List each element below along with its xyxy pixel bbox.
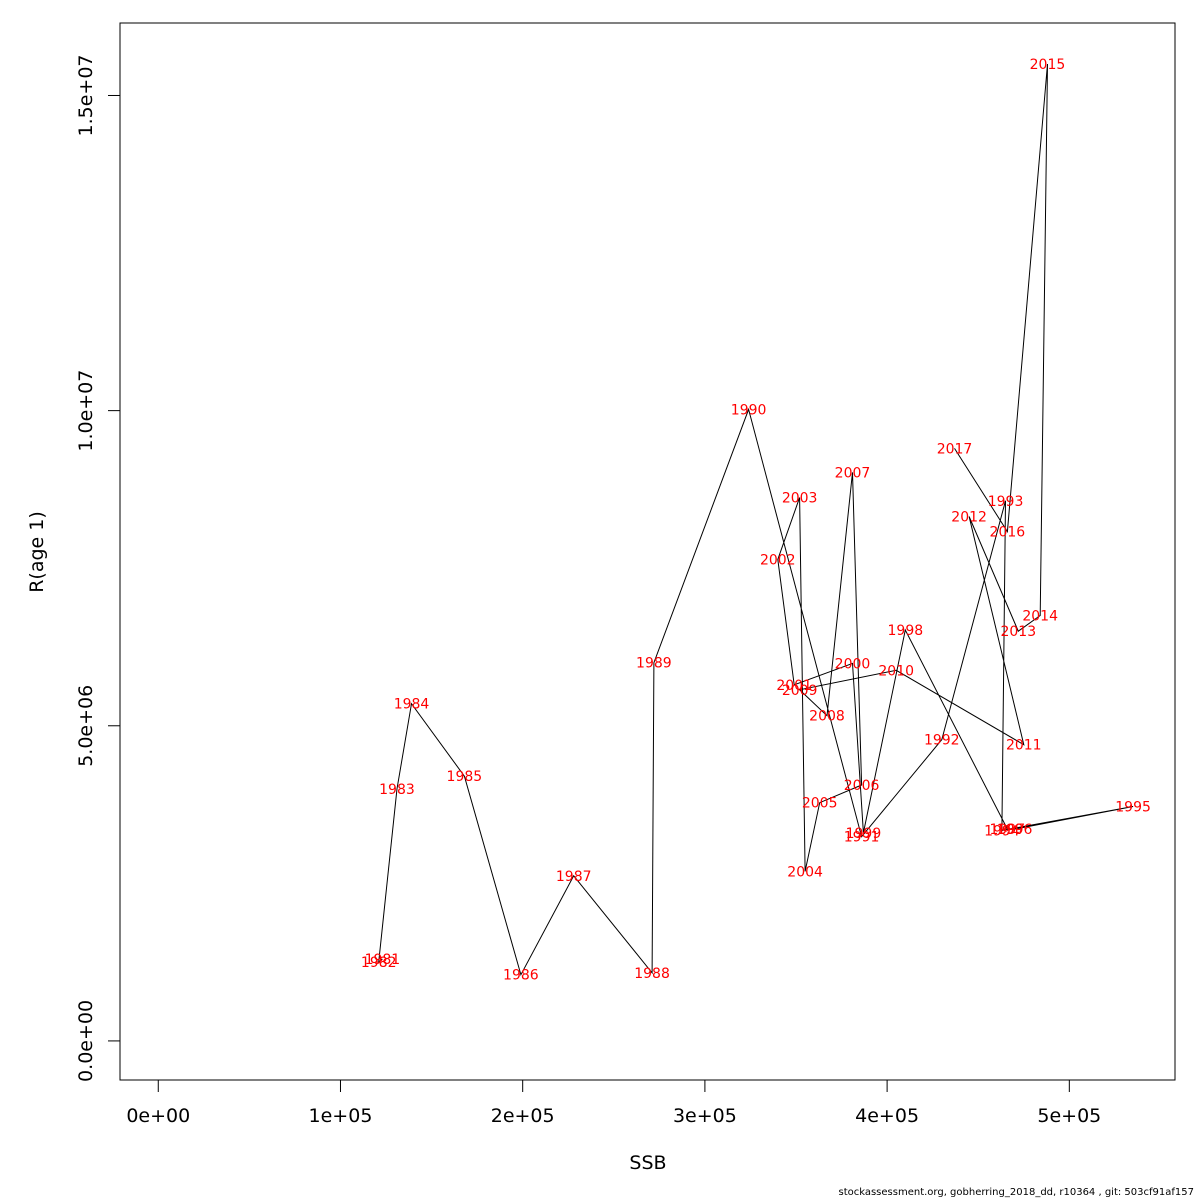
year-label-2010: 2010 (878, 663, 914, 679)
year-label-2008: 2008 (809, 709, 845, 725)
year-label-2012: 2012 (951, 510, 987, 526)
y-tick-label: 1.0e+07 (75, 370, 97, 452)
x-tick-label: 3e+05 (673, 1105, 737, 1127)
year-label-2016: 2016 (990, 525, 1026, 541)
year-label-1990: 1990 (731, 402, 767, 418)
year-label-1999: 1999 (846, 826, 882, 842)
year-label-2013: 2013 (1000, 624, 1036, 640)
year-label-1995: 1995 (1115, 799, 1151, 815)
x-tick-label: 5e+05 (1037, 1105, 1101, 1127)
y-tick-label: 1.5e+07 (75, 54, 97, 136)
year-label-1997: 1997 (990, 822, 1026, 838)
y-tick-label: 5.0e+06 (75, 685, 97, 767)
plot-frame (119, 22, 1176, 1081)
year-label-1982: 1982 (361, 955, 397, 971)
year-label-1989: 1989 (636, 656, 672, 672)
year-label-2001: 2001 (776, 678, 812, 694)
year-label-1987: 1987 (556, 869, 592, 885)
year-label-1984: 1984 (394, 697, 430, 713)
sr-trajectory-line (378, 63, 1134, 977)
year-label-1994: 1994 (984, 823, 1020, 839)
year-label-2004: 2004 (787, 864, 823, 880)
year-label-1981: 1981 (365, 952, 401, 968)
x-axis: 0e+00 1e+05 2e+05 3e+05 4e+05 5e+05 (126, 1079, 1101, 1127)
year-label-2011: 2011 (1006, 738, 1042, 754)
year-label-2005: 2005 (802, 796, 838, 812)
x-tick-label: 2e+05 (491, 1105, 555, 1127)
year-label-2014: 2014 (1022, 608, 1058, 624)
footer-credit: stockassessment.org, gobherring_2018_dd,… (838, 1187, 1194, 1198)
year-label-1992: 1992 (924, 733, 960, 749)
x-tick-label: 0e+00 (126, 1105, 190, 1127)
year-label-2017: 2017 (937, 441, 973, 457)
year-label-1985: 1985 (447, 769, 483, 785)
year-label-1991: 1991 (844, 830, 880, 846)
y-tick-label: 0.0e+00 (75, 1000, 97, 1082)
y-axis-title: R(age 1) (26, 511, 48, 593)
x-tick-label: 4e+05 (855, 1105, 919, 1127)
year-label-1986: 1986 (503, 968, 539, 984)
x-axis-title: SSB (629, 1152, 667, 1174)
year-label-2000: 2000 (835, 656, 871, 672)
year-label-1998: 1998 (888, 623, 924, 639)
year-label-1988: 1988 (634, 966, 670, 982)
year-label-2002: 2002 (760, 552, 796, 568)
year-label-2009: 2009 (782, 683, 818, 699)
year-label-1983: 1983 (379, 782, 415, 798)
year-label-2006: 2006 (844, 778, 880, 794)
year-label-1993: 1993 (988, 494, 1024, 510)
x-tick-label: 1e+05 (309, 1105, 373, 1127)
y-axis: 0.0e+00 5.0e+06 1.0e+07 1.5e+07 (75, 54, 121, 1082)
year-label-2007: 2007 (835, 465, 871, 481)
year-label-1996: 1996 (997, 822, 1033, 838)
year-label-2003: 2003 (782, 491, 818, 507)
year-label-2015: 2015 (1030, 57, 1066, 73)
